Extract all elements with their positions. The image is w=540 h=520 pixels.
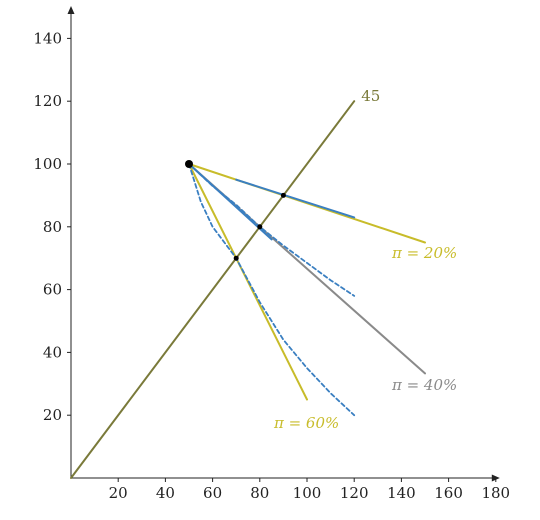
series-labels: 45 π = 20% π = 40% π = 60% — [273, 87, 457, 432]
intersection-40 — [257, 224, 263, 230]
x-ticks: 20 40 60 80 100 120 140 160 180 — [109, 478, 510, 502]
y-ticks: 20 40 60 80 100 120 140 — [33, 29, 71, 424]
series-label-diagonal: 45 — [361, 87, 380, 105]
x-tick-label: 100 — [293, 484, 322, 502]
series-line-curve-60 — [188, 163, 356, 417]
series-line-diagonal — [70, 100, 356, 479]
y-tick-label: 140 — [33, 29, 62, 47]
series-label-pi20: π = 20% — [391, 244, 457, 262]
series-label-pi60: π = 60% — [273, 414, 339, 432]
endowment-point — [185, 160, 193, 168]
x-tick-label: 40 — [156, 484, 175, 502]
intersection-60 — [233, 255, 239, 261]
series-line-tangent-20 — [235, 178, 356, 219]
x-tick-label: 180 — [481, 484, 510, 502]
y-tick-label: 100 — [33, 155, 62, 173]
y-tick-label: 120 — [33, 92, 62, 110]
x-tick-label: 140 — [387, 484, 416, 502]
intersection-20 — [280, 192, 286, 198]
y-tick-label: 80 — [43, 218, 62, 236]
y-tick-label: 20 — [43, 406, 62, 424]
x-tick-label: 120 — [340, 484, 369, 502]
series-lines — [70, 100, 426, 479]
x-tick-label: 20 — [109, 484, 128, 502]
y-tick-label: 40 — [43, 343, 62, 361]
data-points — [185, 160, 286, 261]
y-tick-label: 60 — [43, 281, 62, 299]
series-label-pi40: π = 40% — [391, 376, 457, 394]
x-tick-label: 160 — [434, 484, 463, 502]
x-tick-label: 80 — [250, 484, 269, 502]
y-axis-arrow — [67, 6, 75, 14]
series-line-curve-40 — [188, 163, 356, 297]
x-tick-label: 60 — [203, 484, 222, 502]
